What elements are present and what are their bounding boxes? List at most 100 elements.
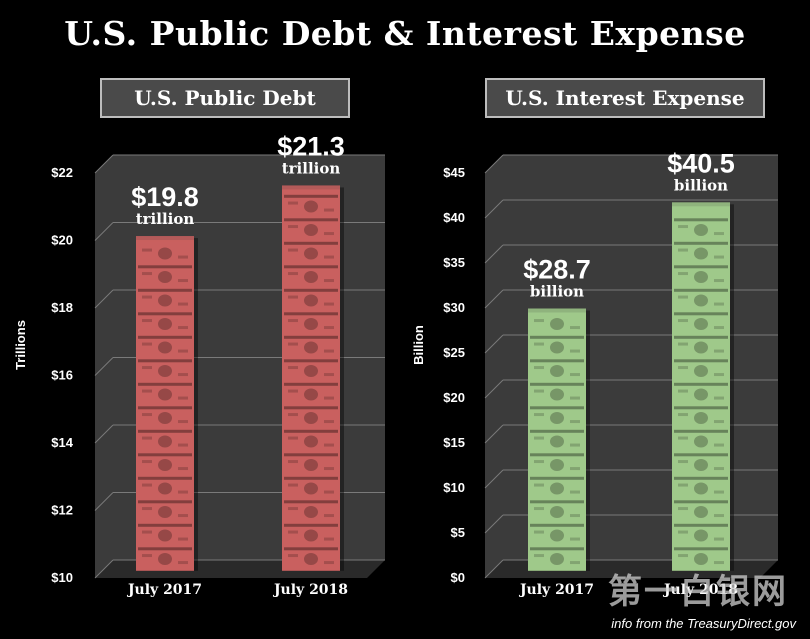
bill-edge [138, 406, 192, 410]
bill-print [324, 326, 334, 330]
bill-print [288, 483, 298, 487]
bill-edge [674, 547, 728, 551]
bill-edge [138, 500, 192, 504]
y-tick-label: $0 [451, 570, 465, 585]
bill-portrait [158, 271, 172, 284]
bar-side [340, 187, 344, 571]
bill-print [142, 389, 152, 393]
bill-print [288, 366, 298, 370]
bill-portrait [694, 506, 708, 519]
bill-edge [138, 523, 192, 527]
bill-print [178, 490, 188, 494]
bill-print [570, 467, 580, 471]
bill-edge [284, 453, 338, 457]
bill-edge [674, 312, 728, 316]
gridline-diag [484, 154, 504, 174]
y-tick-label: $12 [51, 503, 73, 518]
gridline-diag [94, 492, 114, 511]
bill-print [570, 537, 580, 541]
bill-portrait [304, 459, 318, 472]
bill-print [534, 319, 544, 323]
bar [282, 185, 344, 571]
bill-edge [284, 547, 338, 551]
x-category-label: July 2017 [518, 582, 594, 598]
bill-print [288, 248, 298, 252]
bill-edge [674, 218, 728, 222]
bill-print [678, 225, 688, 229]
bill-print [678, 530, 688, 534]
bill-print [178, 302, 188, 306]
bill-edge [674, 335, 728, 339]
bill-portrait [158, 482, 172, 495]
bill-print [570, 490, 580, 494]
bill-print [678, 483, 688, 487]
bill-print [678, 248, 688, 252]
bill-portrait [550, 412, 564, 425]
bill-edge [284, 429, 338, 433]
bill-edge [138, 429, 192, 433]
bill-portrait [158, 388, 172, 401]
bill-portrait [304, 435, 318, 448]
gridline-diag [94, 559, 114, 579]
bill-edge [284, 523, 338, 527]
bill-print [534, 413, 544, 417]
bar [528, 308, 590, 571]
bill-print [570, 443, 580, 447]
bill-print [714, 490, 724, 494]
bill-portrait [694, 553, 708, 566]
bar-top [282, 185, 340, 191]
y-tick-label: $35 [443, 255, 465, 270]
bill-edge [674, 265, 728, 269]
bill-edge [284, 500, 338, 504]
bill-print [142, 366, 152, 370]
bill-print [714, 514, 724, 518]
bar-side [194, 238, 198, 571]
bill-edge [284, 218, 338, 222]
bar-body [282, 189, 340, 571]
bill-edge [138, 359, 192, 363]
bill-print [142, 342, 152, 346]
data-label-value: $21.3 [277, 131, 345, 161]
bill-print [324, 255, 334, 259]
bill-edge [138, 382, 192, 386]
bill-print [678, 554, 688, 558]
bill-print [178, 255, 188, 259]
y-axis-label: Trillions [13, 320, 28, 370]
bill-edge [138, 476, 192, 480]
bill-portrait [694, 459, 708, 472]
bill-portrait [304, 200, 318, 213]
bill-print [324, 490, 334, 494]
bill-print [534, 530, 544, 534]
bill-portrait [304, 412, 318, 425]
bill-print [324, 467, 334, 471]
bill-print [288, 225, 298, 229]
bill-print [678, 342, 688, 346]
bill-edge [530, 547, 584, 551]
bill-print [534, 483, 544, 487]
bill-print [534, 460, 544, 464]
bar-body [528, 312, 586, 571]
bill-edge [138, 265, 192, 269]
bill-edge [284, 194, 338, 198]
bill-print [178, 326, 188, 330]
x-category-label: July 2017 [126, 582, 202, 598]
bar-top [136, 236, 194, 242]
bar-body [136, 240, 194, 571]
bill-edge [674, 359, 728, 363]
bill-print [288, 272, 298, 276]
bill-portrait [694, 412, 708, 425]
bill-portrait [304, 294, 318, 307]
bill-portrait [304, 247, 318, 260]
bill-edge [284, 406, 338, 410]
bill-print [324, 208, 334, 212]
bill-print [714, 326, 724, 330]
bill-print [678, 507, 688, 511]
gridline-diag [484, 379, 504, 399]
bill-portrait [158, 365, 172, 378]
gridline-diag [484, 199, 504, 219]
gridline-diag [484, 424, 504, 444]
data-label-value: $40.5 [667, 148, 735, 178]
bill-portrait [304, 271, 318, 284]
bill-print [678, 436, 688, 440]
